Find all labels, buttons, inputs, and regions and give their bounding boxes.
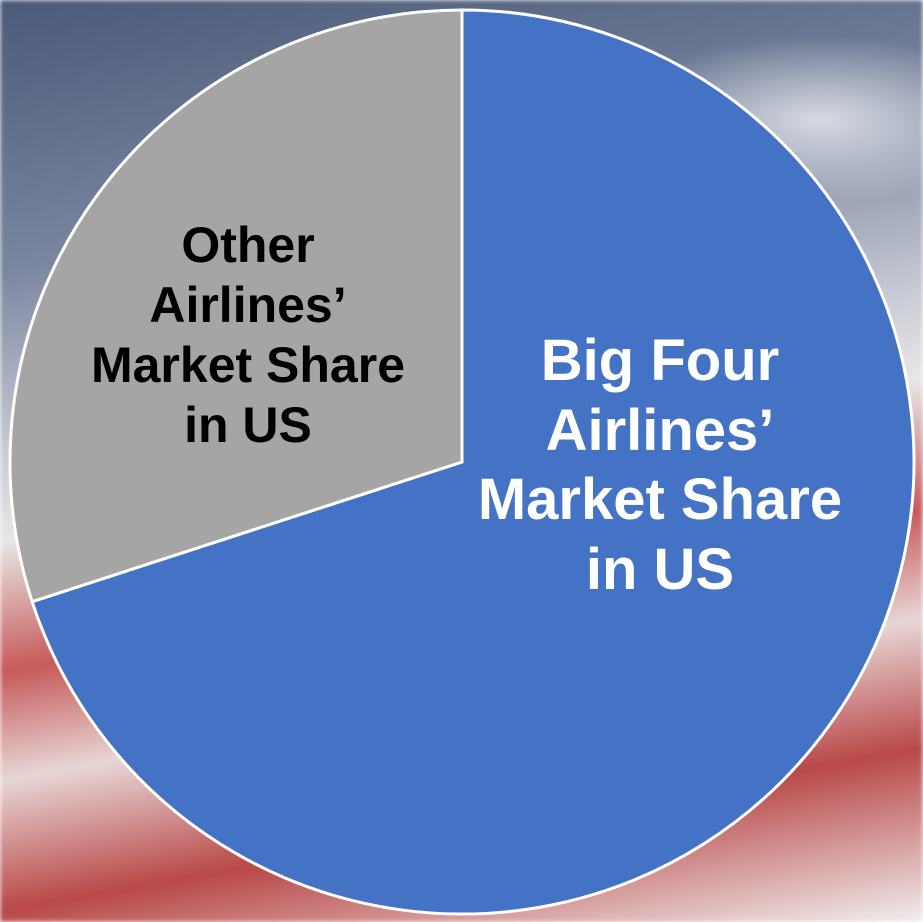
slice-label: Big Four Airlines’ Market Share in US bbox=[477, 327, 843, 602]
pie-slice bbox=[8, 8, 464, 604]
pie-slice bbox=[30, 8, 916, 916]
slice-label: Other Airlines’ Market Share in US bbox=[90, 217, 406, 453]
